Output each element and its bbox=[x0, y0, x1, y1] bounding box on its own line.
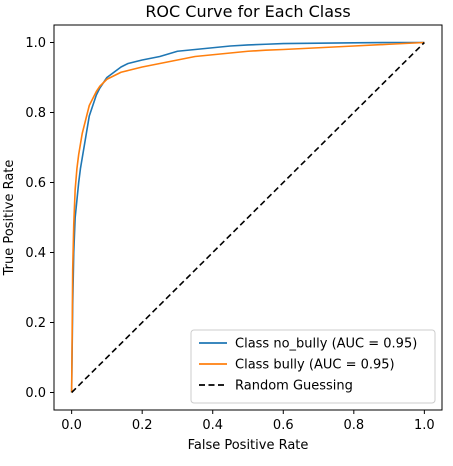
y-tick-label: 0.8 bbox=[25, 106, 46, 121]
y-tick-label: 0.6 bbox=[25, 176, 46, 191]
x-tick-label: 0.6 bbox=[273, 418, 294, 433]
x-tick-label: 1.0 bbox=[414, 418, 435, 433]
y-tick-label: 0.4 bbox=[25, 246, 46, 261]
x-tick-label: 0.4 bbox=[202, 418, 223, 433]
legend-label-1: Class no_bully (AUC = 0.95) bbox=[235, 337, 417, 352]
y-tick-label: 1.0 bbox=[25, 36, 46, 51]
legend-label-3: Random Guessing bbox=[235, 379, 353, 394]
y-axis-title: True Positive Rate bbox=[2, 160, 17, 277]
x-tick-label: 0.0 bbox=[61, 418, 82, 433]
y-tick-label: 0.0 bbox=[25, 386, 46, 401]
x-axis: 0.0 0.2 0.4 0.6 0.8 1.0 bbox=[61, 410, 434, 433]
x-tick-label: 0.8 bbox=[343, 418, 364, 433]
y-tick-label: 0.2 bbox=[25, 316, 46, 331]
chart-title: ROC Curve for Each Class bbox=[145, 2, 350, 21]
legend: Class no_bully (AUC = 0.95) Class bully (… bbox=[191, 330, 435, 403]
legend-label-2: Class bully (AUC = 0.95) bbox=[235, 358, 395, 373]
x-tick-label: 0.2 bbox=[132, 418, 153, 433]
y-axis: 0.0 0.2 0.4 0.6 0.8 1.0 bbox=[25, 36, 54, 401]
x-axis-title: False Positive Rate bbox=[188, 438, 309, 453]
